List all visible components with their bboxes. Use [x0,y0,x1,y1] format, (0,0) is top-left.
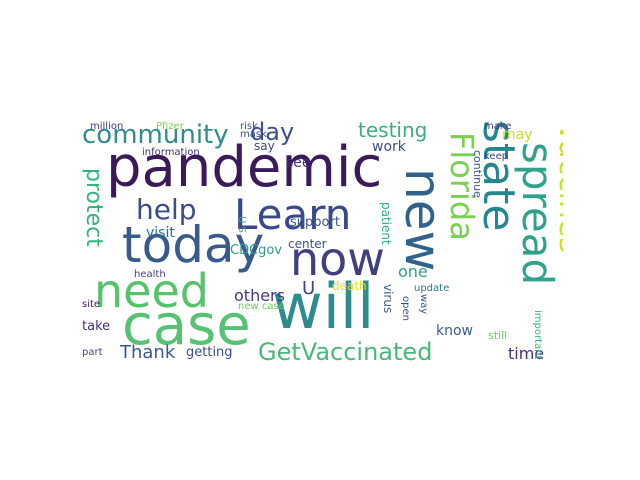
word: part [82,347,103,358]
word: spread [513,142,562,286]
word: U S [236,216,247,233]
word-cloud: pandemic will case today need Learn now … [80,120,563,366]
word: health [134,269,166,280]
word: see [286,155,311,171]
word: million [90,121,124,132]
word: keep [484,151,509,162]
word: now [290,232,385,286]
word: one [398,262,428,281]
word: protect [81,168,106,247]
word: work [372,139,406,155]
word: case [122,293,251,358]
word: make [484,121,512,132]
word: testing [358,120,428,142]
word: Learn [234,190,352,239]
word: getting [186,345,233,360]
word: Vaccines [552,122,563,254]
word: important [532,310,543,360]
word: today [122,216,265,274]
word: others [234,286,285,305]
word: may [502,127,533,143]
word: information [142,147,200,158]
word: update [414,283,450,294]
word: will [272,270,375,343]
word: mask [240,129,267,140]
word: say [254,139,275,153]
word: community [82,120,229,150]
word: Thank [120,342,176,363]
word: visit [146,225,175,241]
word: help [136,193,197,226]
word: day [250,120,295,146]
word: take [82,319,111,334]
word: CDCgov [230,243,283,258]
word: need [94,264,209,318]
word: Florida [443,132,481,241]
word: death [332,279,367,293]
word: state [473,120,524,232]
word: still [488,329,508,342]
word: center [288,237,327,251]
word: new case [238,301,285,312]
word: risk [240,121,258,132]
word: GetVaccinated [258,338,433,366]
word: continue [471,150,484,198]
word: time [508,344,545,363]
word: way [418,294,429,315]
word: patient [379,202,393,245]
word: Pfizer [156,121,184,132]
word: virus [381,284,395,314]
word: pandemic [106,135,383,200]
word: know [436,323,473,339]
word: new [394,168,452,272]
word: site [82,299,101,310]
word: U [302,278,316,299]
word: open [400,296,411,321]
word: support [290,215,340,230]
